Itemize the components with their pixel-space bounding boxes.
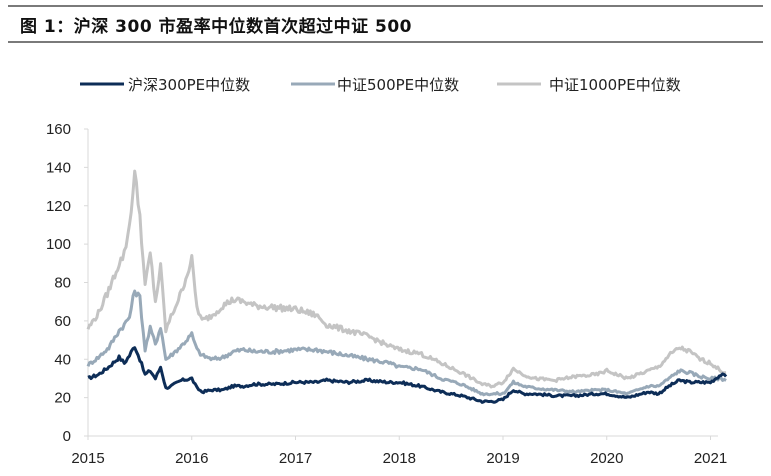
x-tick-label: 2018	[383, 450, 416, 467]
legend-label-0: 沪深300PE中位数	[128, 76, 250, 94]
y-tick-label: 140	[46, 159, 71, 176]
legend-label-2: 中证1000PE中位数	[549, 76, 681, 94]
legend: 沪深300PE中位数 中证500PE中位数 中证1000PE中位数	[80, 76, 681, 94]
title-rule-bottom	[8, 41, 763, 43]
y-tick-label: 80	[54, 275, 71, 292]
series-line-1	[86, 289, 727, 397]
y-tick-label: 120	[46, 198, 71, 215]
x-tick-label: 2019	[486, 450, 519, 467]
figure-title: 图 1：沪深 300 市盈率中位数首次超过中证 500	[20, 17, 412, 37]
y-tick-label: 160	[46, 121, 71, 138]
y-tick-label: 100	[46, 236, 71, 253]
legend-label-1: 中证500PE中位数	[337, 76, 459, 94]
x-tick-label: 2017	[279, 450, 312, 467]
x-tick-label: 2015	[71, 450, 104, 467]
y-tick-label: 60	[54, 313, 71, 330]
series-line-2	[86, 169, 727, 389]
series-lines	[86, 169, 728, 404]
y-tick-label: 0	[63, 428, 71, 445]
y-tick-label: 40	[54, 351, 71, 368]
x-tick-label: 2021	[694, 450, 727, 467]
series-line-0	[87, 346, 728, 404]
x-tick-label: 2016	[175, 450, 208, 467]
y-tick-label: 20	[54, 390, 71, 407]
x-tick-label: 2020	[590, 450, 623, 467]
title-rule-top	[8, 5, 763, 7]
axes: 0 20 40 60 80 100 120 140 160 2015 2016 2017 2018 201…	[46, 121, 727, 467]
